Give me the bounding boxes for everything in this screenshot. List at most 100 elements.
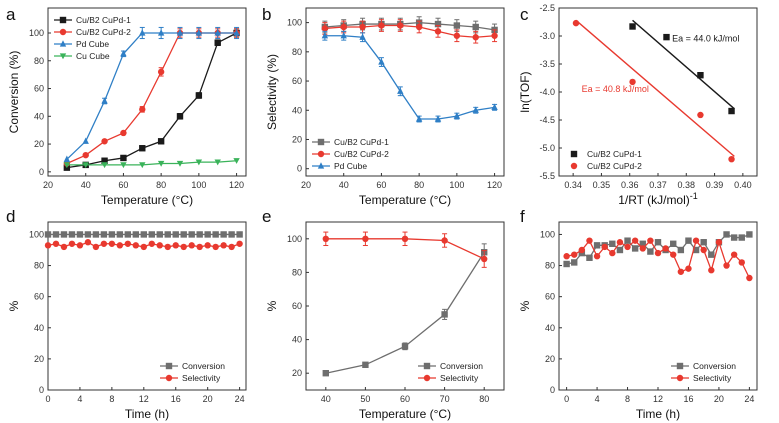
data-point-d-0: [236, 231, 243, 238]
legend-label-a-3: Cu Cube: [76, 51, 110, 61]
x-tick-label-d: 4: [77, 394, 82, 404]
legend-marker-b-1: [317, 150, 325, 158]
legend-marker-a-1: [59, 28, 67, 36]
y-tick-label-b: 60: [292, 76, 302, 86]
data-point-d-1: [52, 240, 60, 247]
data-point-e-1: [401, 235, 409, 242]
y-tick-label-f: 20: [545, 354, 555, 364]
x-tick-label-e: 60: [400, 394, 410, 404]
data-point-a-2: [82, 137, 89, 144]
y-tick-label-d: 60: [34, 292, 44, 302]
x-tick-label-c: 0.35: [593, 180, 611, 190]
data-point-f-1: [571, 251, 578, 258]
legend-label-d-1: Selectivity: [182, 373, 221, 383]
data-point-f-1: [700, 246, 707, 254]
data-point-b-0: [453, 22, 461, 29]
series-line-a-3: [66, 160, 237, 166]
data-point-f-1: [692, 237, 700, 244]
data-point-a-3: [82, 162, 89, 169]
data-point-d-1: [164, 243, 171, 251]
y-tick-label-c: -2.5: [539, 3, 555, 13]
data-point-d-1: [60, 243, 68, 251]
x-tick-label-d: 24: [235, 394, 245, 404]
data-point-d-0: [228, 231, 235, 238]
data-point-d-0: [212, 231, 219, 238]
y-tick-label-a: 0: [39, 167, 44, 177]
y-tick-label-c: -4.5: [539, 115, 555, 125]
x-tick-label-d: 12: [139, 394, 149, 404]
x-tick-label-c: 0.38: [678, 180, 696, 190]
data-point-f-0: [700, 239, 707, 246]
legend-label-b-0: Cu/B2 CuPd-1: [334, 137, 389, 147]
data-point-d-1: [84, 239, 92, 246]
data-point-d-1: [92, 243, 100, 251]
data-point-b-1: [453, 32, 461, 39]
data-point-d-0: [124, 231, 132, 238]
data-point-f-0: [692, 246, 700, 254]
data-point-a-0: [139, 145, 146, 152]
data-point-b-2: [472, 106, 479, 113]
x-tick-label-e: 40: [321, 394, 331, 404]
data-point-d-1: [100, 240, 108, 247]
data-point-a-2: [120, 50, 127, 57]
data-point-d-1: [132, 242, 140, 249]
y-axis-label-d: %: [7, 300, 21, 311]
data-point-a-3: [157, 160, 165, 167]
data-point-b-2: [453, 112, 461, 119]
data-point-a-3: [63, 162, 71, 169]
series-c-0: [629, 23, 735, 115]
panel-label-f: f: [520, 207, 525, 226]
data-point-d-0: [156, 231, 163, 238]
y-axis-label-f: %: [518, 300, 532, 311]
y-tick-label-c: -3.0: [539, 31, 555, 41]
series-line-a-0: [66, 32, 237, 169]
x-tick-label-e: 50: [360, 394, 370, 404]
data-point-e-0: [322, 370, 329, 377]
data-point-f-0: [571, 259, 578, 266]
data-point-a-3: [139, 162, 146, 169]
legend-label-d-0: Conversion: [182, 361, 225, 371]
data-point-d-0: [84, 231, 92, 238]
x-axis-label-b: Temperature (°C): [359, 193, 451, 207]
legend-a: Cu/B2 CuPd-1 Cu/B2 CuPd-2 Pd Cube Cu Cube: [54, 15, 131, 61]
x-tick-label-f: 20: [714, 394, 724, 404]
y-tick-label-f: 40: [545, 323, 555, 333]
data-point-f-0: [593, 242, 601, 249]
y-tick-label-d: 80: [34, 261, 44, 271]
data-point-d-0: [52, 231, 60, 238]
data-point-f-1: [662, 245, 669, 252]
data-point-b-2: [321, 31, 329, 39]
legend-marker-b-2: [317, 162, 325, 169]
legend-marker-a-2: [59, 40, 67, 47]
data-point-f-1: [616, 239, 624, 246]
x-tick-label-f: 12: [653, 394, 663, 404]
legend-label-f-1: Selectivity: [693, 373, 732, 383]
y-tick-label-e: 40: [292, 335, 302, 345]
panel-e: e 40 50 60 70 80 20 40 60 80 100 Temperature (°C)% C…: [262, 207, 505, 421]
panel-f: f 0 4 8 12 16 20 24 0 20 40 60 80 100 Time (h)% Convers…: [518, 207, 758, 421]
legend-label-a-0: Cu/B2 CuPd-1: [76, 15, 131, 25]
x-tick-label-a: 40: [81, 180, 91, 190]
data-point-a-3: [176, 160, 184, 167]
y-tick-label-c: -3.5: [539, 59, 555, 69]
data-point-e-1: [481, 255, 488, 263]
data-point-e-0: [401, 343, 409, 350]
data-point-d-0: [100, 231, 108, 238]
x-tick-label-e: 70: [440, 394, 450, 404]
data-point-d-1: [172, 242, 179, 249]
data-point-d-0: [220, 231, 227, 238]
data-point-a-2: [63, 155, 71, 162]
data-point-b-1: [491, 32, 498, 39]
data-point-f-1: [578, 246, 586, 254]
legend-marker-e-1: [423, 374, 431, 382]
x-tick-label-a: 100: [191, 180, 206, 190]
data-point-f-1: [738, 259, 745, 266]
annotation-c-0: Ea = 44.0 kJ/mol: [672, 34, 739, 44]
series-line-a-2: [66, 32, 237, 160]
x-tick-label-b: 20: [301, 180, 311, 190]
data-point-d-0: [188, 231, 195, 238]
legend-label-a-1: Cu/B2 CuPd-2: [76, 27, 131, 37]
data-point-f-0: [730, 234, 738, 241]
x-axis-label-a: Temperature (°C): [101, 193, 193, 207]
data-point-f-1: [586, 237, 593, 244]
